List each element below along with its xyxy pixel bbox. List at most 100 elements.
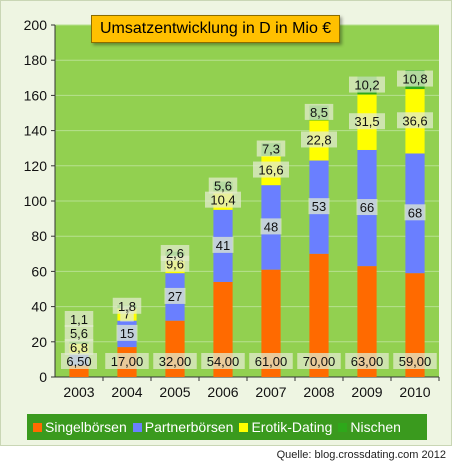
data-label: 1,8 [118, 299, 136, 314]
data-label-bg [297, 353, 341, 369]
bar-segment [405, 273, 425, 377]
data-label: 7 [123, 307, 130, 322]
data-label: 53 [312, 199, 326, 214]
legend-label: Singelbörsen [45, 419, 127, 435]
data-label-bg [61, 353, 97, 369]
data-label-bg [260, 218, 282, 235]
data-label-bg [64, 325, 94, 341]
data-label-bg [308, 198, 330, 215]
x-tick-label: 2009 [351, 384, 382, 400]
data-label: 6,50 [66, 354, 91, 369]
data-label-bg [212, 236, 234, 253]
data-label: 48 [264, 219, 278, 234]
data-label-bg [112, 297, 142, 314]
data-label: 22,8 [306, 132, 331, 147]
bar-segment [261, 269, 281, 377]
data-label-bg [404, 204, 426, 221]
bar-segment [69, 365, 89, 377]
source-note: Quelle: blog.crossdating.com 2012 [276, 449, 446, 461]
data-label: 70,00 [303, 354, 336, 369]
data-label-bg [201, 353, 245, 369]
data-label-bg [64, 339, 94, 355]
legend-swatch [132, 422, 142, 432]
data-label: 8,5 [310, 105, 328, 120]
data-label: 41 [216, 238, 230, 253]
data-label: 36,6 [402, 113, 427, 128]
legend-label: Nischen [350, 419, 401, 435]
data-label: 5,6 [214, 179, 232, 194]
y-tick-label: 0 [39, 369, 47, 385]
data-label-bg [160, 244, 190, 261]
data-label: 61,00 [255, 354, 288, 369]
chart-canvas: 02040608010012014016018020020036,506,85,… [24, 17, 440, 400]
y-tick-label: 180 [24, 52, 48, 68]
y-tick-label: 60 [31, 263, 47, 279]
data-label: 59,00 [399, 354, 432, 369]
y-tick-label: 100 [24, 193, 48, 209]
data-label: 31,5 [354, 114, 379, 129]
x-tick-label: 2006 [207, 384, 238, 400]
data-label-bg [256, 140, 286, 157]
data-label-bg [116, 324, 138, 341]
y-tick-label: 160 [24, 87, 48, 103]
data-label: 66 [360, 200, 374, 215]
data-label-bg [301, 131, 337, 148]
data-label-bg [208, 177, 238, 194]
chart-legend: Singelbörsen Partnerbörsen Erotik-Dating Ni… [27, 414, 427, 440]
data-label-bg [64, 311, 94, 327]
y-tick-label: 200 [24, 17, 48, 33]
data-label-bg [397, 70, 433, 87]
data-label-bg [397, 112, 433, 129]
legend-item: Nischen [338, 419, 401, 435]
data-label: 32,00 [159, 354, 192, 369]
data-label-bg [105, 353, 149, 369]
bar-segment [309, 253, 329, 377]
y-tick-label: 80 [31, 228, 47, 244]
data-label: 5,6 [70, 326, 88, 341]
data-label-bg [304, 103, 334, 120]
data-label-bg [345, 353, 389, 369]
x-tick-label: 2008 [303, 384, 334, 400]
data-label-bg [349, 113, 385, 130]
x-tick-label: 2004 [111, 384, 142, 400]
chart-title: Umsatzentwicklung in D in Mio € [91, 15, 341, 43]
legend-label: Partnerbörsen [144, 419, 234, 435]
x-tick-label: 2003 [63, 384, 94, 400]
legend-swatch [33, 422, 42, 432]
data-label: 63,00 [351, 354, 384, 369]
data-label: 10,8 [402, 72, 427, 87]
legend-item: Singelbörsen [33, 419, 127, 435]
legend-label: Erotik-Dating [251, 419, 333, 435]
x-tick-label: 2007 [255, 384, 286, 400]
data-label: 7,3 [262, 142, 280, 157]
y-tick-label: 20 [31, 334, 47, 350]
data-label-bg [393, 353, 437, 369]
chart-frame: 0 20 40 60 80 100 120 140 160 180 200 2003 6,50 6,8 5,… [0, 0, 452, 446]
data-label-bg [253, 161, 289, 178]
bar-segment [357, 266, 377, 377]
data-label: 27 [168, 289, 182, 304]
data-label: 6,8 [70, 340, 88, 355]
data-label-bg [153, 353, 197, 369]
data-label-bg [205, 191, 241, 208]
data-label: 54,00 [207, 354, 240, 369]
data-label-bg [356, 199, 378, 216]
legend-item: Partnerbörsen [132, 419, 234, 435]
data-label-bg [249, 353, 293, 369]
data-label-bg [164, 287, 186, 304]
data-label: 1,1 [70, 312, 88, 327]
y-tick-label: 120 [24, 158, 48, 174]
x-tick-label: 2005 [159, 384, 190, 400]
data-label: 15 [120, 326, 134, 341]
data-label-bg [349, 76, 385, 93]
legend-swatch [239, 422, 249, 432]
x-tick-label: 2010 [399, 384, 430, 400]
data-label: 17,00 [111, 354, 144, 369]
data-label: 10,4 [210, 193, 235, 208]
data-label: 10,2 [354, 78, 379, 93]
y-tick-label: 140 [24, 123, 48, 139]
data-label: 68 [408, 205, 422, 220]
legend-swatch [338, 422, 348, 432]
data-label: 16,6 [258, 163, 283, 178]
y-tick-label: 40 [31, 299, 47, 315]
